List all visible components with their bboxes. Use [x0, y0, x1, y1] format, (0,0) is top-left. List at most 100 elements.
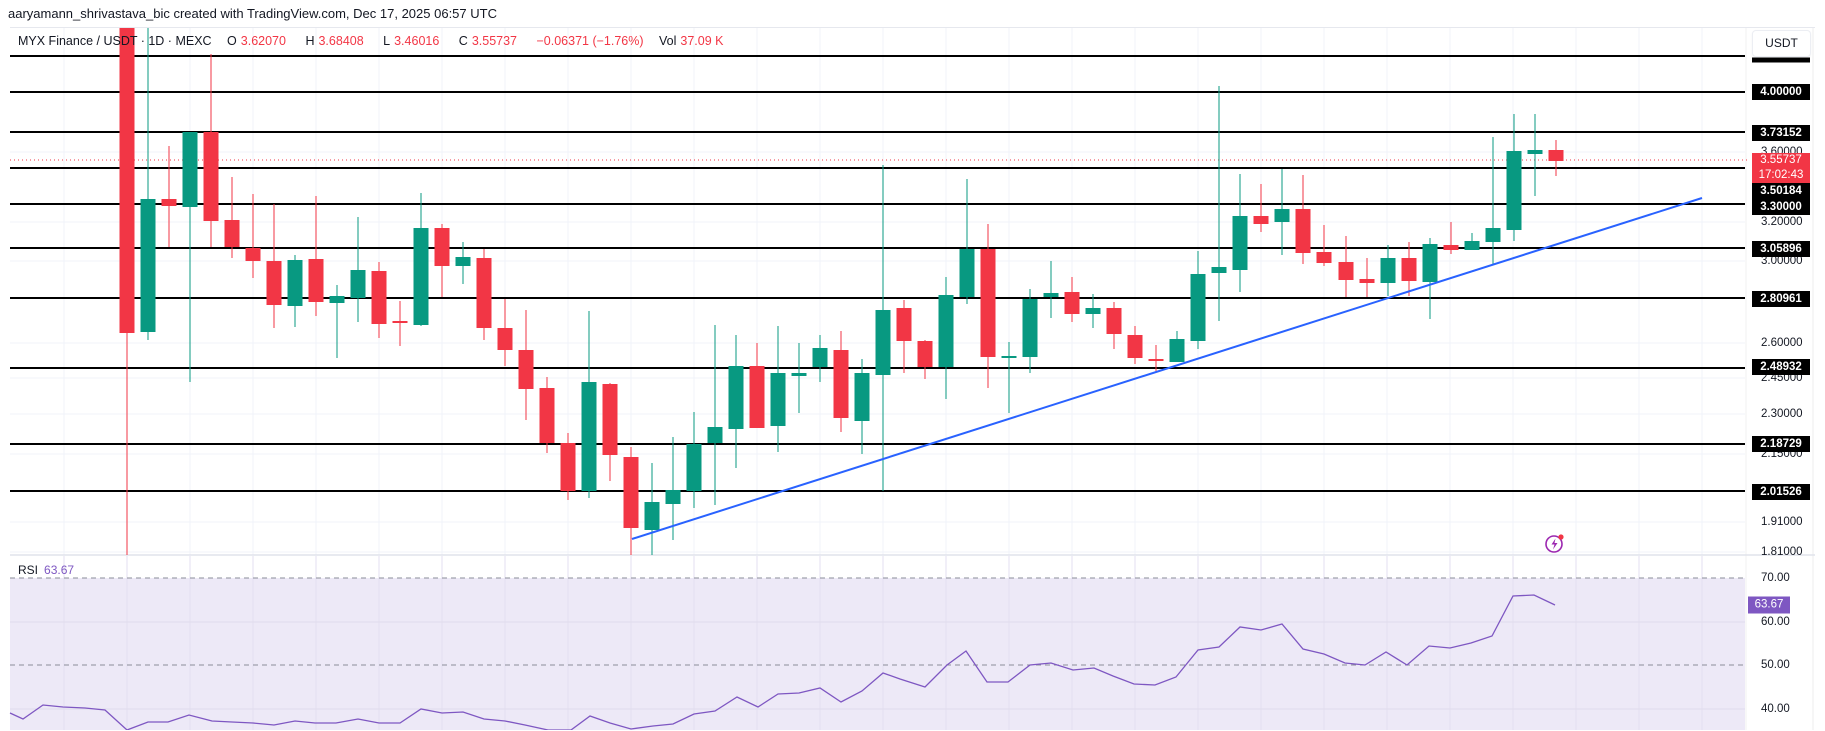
level-price-label: 2.80961 — [1752, 291, 1810, 307]
candle-body — [1380, 258, 1396, 283]
symbol-title[interactable]: MYX Finance / USDT · 1D · MEXC — [18, 34, 212, 48]
level-price-label: 2.48932 — [1752, 359, 1810, 375]
rsi-tick-label: 40.00 — [1761, 703, 1790, 715]
candle-body — [1169, 339, 1185, 362]
candle-body — [434, 228, 450, 266]
candle-body — [728, 366, 744, 429]
candle-body — [644, 502, 660, 530]
candle-body — [371, 271, 387, 324]
candle-body — [308, 259, 324, 302]
open-value: O 3.62070 — [227, 34, 286, 48]
candle-body — [665, 490, 681, 504]
candle-body — [266, 261, 282, 305]
price-tick-label: 2.60000 — [1761, 337, 1803, 349]
candle-body — [1001, 356, 1017, 358]
candle-body — [518, 350, 534, 389]
level-price-label: 4.00000 — [1752, 84, 1810, 100]
candle-body — [1022, 299, 1038, 357]
candle-body — [476, 258, 492, 328]
candle-body — [224, 220, 240, 247]
candle-body — [1148, 359, 1164, 361]
candle-body — [119, 28, 135, 333]
candle-body — [497, 328, 513, 350]
candle-body — [1253, 216, 1269, 224]
level-price-label: 3.73152 — [1752, 125, 1810, 141]
price-tick-label: 1.91000 — [1761, 516, 1803, 528]
candle-body — [560, 443, 576, 491]
symbol-legend: MYX Finance / USDT · 1D · MEXC O 3.62070 … — [18, 34, 731, 48]
level-price-label: 3.05896 — [1752, 241, 1810, 257]
candle-body — [1548, 150, 1564, 161]
candle-body — [686, 444, 702, 491]
candle-body — [791, 373, 807, 376]
chart-frame — [10, 27, 1815, 731]
candle-body — [161, 199, 177, 206]
candle-body — [770, 373, 786, 426]
candle-body — [1190, 274, 1206, 341]
price-tick-label: 1.81000 — [1761, 546, 1803, 558]
candle-body — [1316, 252, 1332, 263]
volume-value: Vol 37.09 K — [659, 34, 724, 48]
candle-body — [1359, 279, 1375, 283]
rsi-line — [9, 594, 1556, 730]
candle-body — [245, 248, 261, 261]
candle-body — [1274, 209, 1290, 222]
price-tick-label: 2.30000 — [1761, 408, 1803, 420]
level-price-label: 3.50184 — [1752, 183, 1810, 199]
candle-body — [749, 366, 765, 428]
candle-body — [203, 132, 219, 221]
candle-body — [1443, 245, 1459, 250]
rsi-legend: RSI 63.67 — [18, 563, 74, 577]
candle-body — [287, 260, 303, 306]
candle-body — [1106, 308, 1122, 334]
current-price: 3.55737 — [1760, 154, 1802, 166]
level-price-label: 2.18729 — [1752, 436, 1810, 452]
rsi-tick-label: 50.00 — [1761, 659, 1790, 671]
rsi-title[interactable]: RSI — [18, 563, 39, 577]
candle-body — [455, 257, 471, 266]
rsi-tick-label: 60.00 — [1761, 616, 1790, 628]
candle-body — [1211, 267, 1227, 273]
current-price-label: 3.55737 17:02:43 — [1752, 153, 1810, 183]
candle-body — [329, 296, 345, 303]
candle-body — [917, 341, 933, 367]
bar-countdown: 17:02:43 — [1758, 169, 1804, 181]
candle-body — [1064, 292, 1080, 314]
level-price-label: 3.30000 — [1752, 199, 1810, 215]
price-tick-label: 2.45000 — [1761, 372, 1803, 384]
level-price-label — [1752, 57, 1810, 63]
candle-body — [1338, 262, 1354, 280]
candle-body — [1485, 228, 1501, 242]
candle-body — [875, 310, 891, 375]
low-value: L 3.46016 — [383, 34, 440, 48]
high-value: H 3.68408 — [305, 34, 364, 48]
candle-body — [833, 350, 849, 418]
candle-body — [1232, 216, 1248, 270]
lightning-alert-icon[interactable] — [1544, 532, 1566, 554]
candle-body — [1506, 151, 1522, 230]
candle-body — [1401, 258, 1417, 281]
level-price-label: 2.01526 — [1752, 484, 1810, 500]
candle-body — [1422, 244, 1438, 282]
candle-body — [350, 270, 366, 298]
price-tick-label: 3.20000 — [1761, 216, 1803, 228]
candle-body — [938, 295, 954, 367]
candle-body — [896, 308, 912, 341]
candle-body — [1127, 335, 1143, 358]
currency-button[interactable]: USDT — [1752, 30, 1811, 57]
candle-body — [1043, 293, 1059, 297]
candle-body — [602, 384, 618, 455]
candle-body — [707, 427, 723, 443]
rsi-value: 63.67 — [44, 563, 75, 577]
candle-body — [539, 388, 555, 443]
rsi-tick-label: 70.00 — [1761, 572, 1790, 584]
candle-body — [812, 348, 828, 367]
candle-body — [1295, 209, 1311, 253]
candle-body — [581, 382, 597, 491]
change-value: −0.06371 (−1.76%) — [536, 34, 644, 48]
candle-body — [1464, 241, 1480, 250]
candle-body — [140, 199, 156, 332]
candle-body — [1085, 308, 1101, 314]
candle-body — [392, 321, 408, 323]
